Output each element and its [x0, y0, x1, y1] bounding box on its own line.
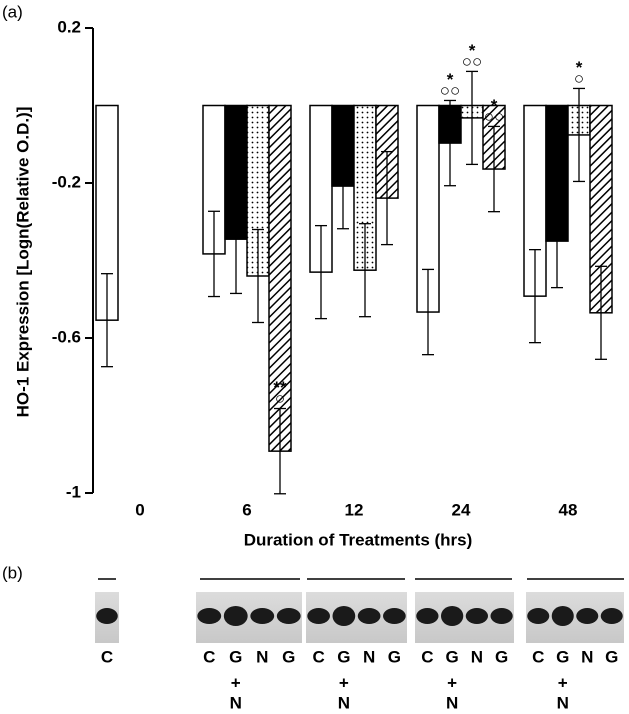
significance-circle: ○ — [275, 389, 285, 408]
lane-label: G — [556, 647, 569, 666]
blot-band — [416, 608, 439, 624]
lane-label: N — [446, 693, 458, 712]
lane-label: G — [282, 647, 295, 666]
lane-label: G — [229, 647, 242, 666]
lane-label: N — [363, 647, 375, 666]
x-axis-label: Duration of Treatments (hrs) — [244, 530, 473, 549]
lane-label: C — [203, 647, 215, 666]
significance-star: ** — [273, 378, 287, 397]
lane-label: G — [495, 647, 508, 666]
blot-band — [600, 608, 623, 624]
blot-band — [383, 608, 406, 624]
lane-label: N — [256, 647, 268, 666]
lane-label: + — [447, 673, 457, 692]
lane-label: + — [558, 673, 568, 692]
x-tick-label: 24 — [452, 500, 471, 519]
blot-band — [250, 608, 275, 624]
significance-circle: ○○ — [484, 107, 505, 126]
x-tick-label: 48 — [559, 500, 578, 519]
blot-band — [465, 608, 489, 624]
blot-band — [96, 608, 118, 624]
y-tick-label: 0.2 — [57, 17, 81, 36]
blot-band — [357, 608, 381, 624]
y-tick-label: -1 — [66, 482, 81, 501]
lane-label: C — [532, 647, 544, 666]
blot-band — [440, 606, 464, 626]
significance-circle: ○○ — [440, 81, 461, 100]
lane-label: N — [581, 647, 593, 666]
lane-label: N — [338, 693, 350, 712]
blot-band — [527, 608, 550, 624]
blot-band — [307, 608, 330, 624]
blot-band — [197, 608, 222, 624]
x-tick-label: 0 — [135, 500, 144, 519]
lane-label: G — [446, 647, 459, 666]
lane-label: + — [231, 673, 241, 692]
y-tick-label: -0.6 — [52, 327, 81, 346]
significance-star: * — [447, 70, 454, 89]
panel-label: (b) — [2, 563, 23, 582]
significance-star: * — [469, 41, 476, 60]
lane-label: N — [557, 693, 569, 712]
significance-circle: ○○ — [462, 52, 483, 71]
lane-label: G — [337, 647, 350, 666]
lane-label: + — [339, 673, 349, 692]
blot-band — [551, 606, 574, 626]
blot-band — [223, 606, 248, 626]
significance-star: * — [491, 96, 498, 115]
lane-label: N — [471, 647, 483, 666]
lane-label: C — [312, 647, 324, 666]
lane-label: N — [230, 693, 242, 712]
significance-circle: ○ — [338, 124, 348, 143]
lane-label: C — [101, 647, 113, 666]
blot-band — [490, 608, 513, 624]
lane-label: G — [388, 647, 401, 666]
blot-band — [576, 608, 599, 624]
y-axis-label: HO-1 Expression [Logn(Relative O.D.)] — [13, 107, 32, 418]
x-tick-label: 6 — [242, 500, 251, 519]
panel-label: (a) — [2, 2, 23, 21]
blot-band — [276, 608, 301, 624]
lane-label: G — [605, 647, 618, 666]
blot-band — [332, 606, 356, 626]
x-tick-label: 12 — [345, 500, 364, 519]
lane-label: C — [421, 647, 433, 666]
significance-circle: ○ — [574, 69, 584, 88]
y-tick-label: -0.2 — [52, 172, 81, 191]
significance-star: * — [576, 58, 583, 77]
